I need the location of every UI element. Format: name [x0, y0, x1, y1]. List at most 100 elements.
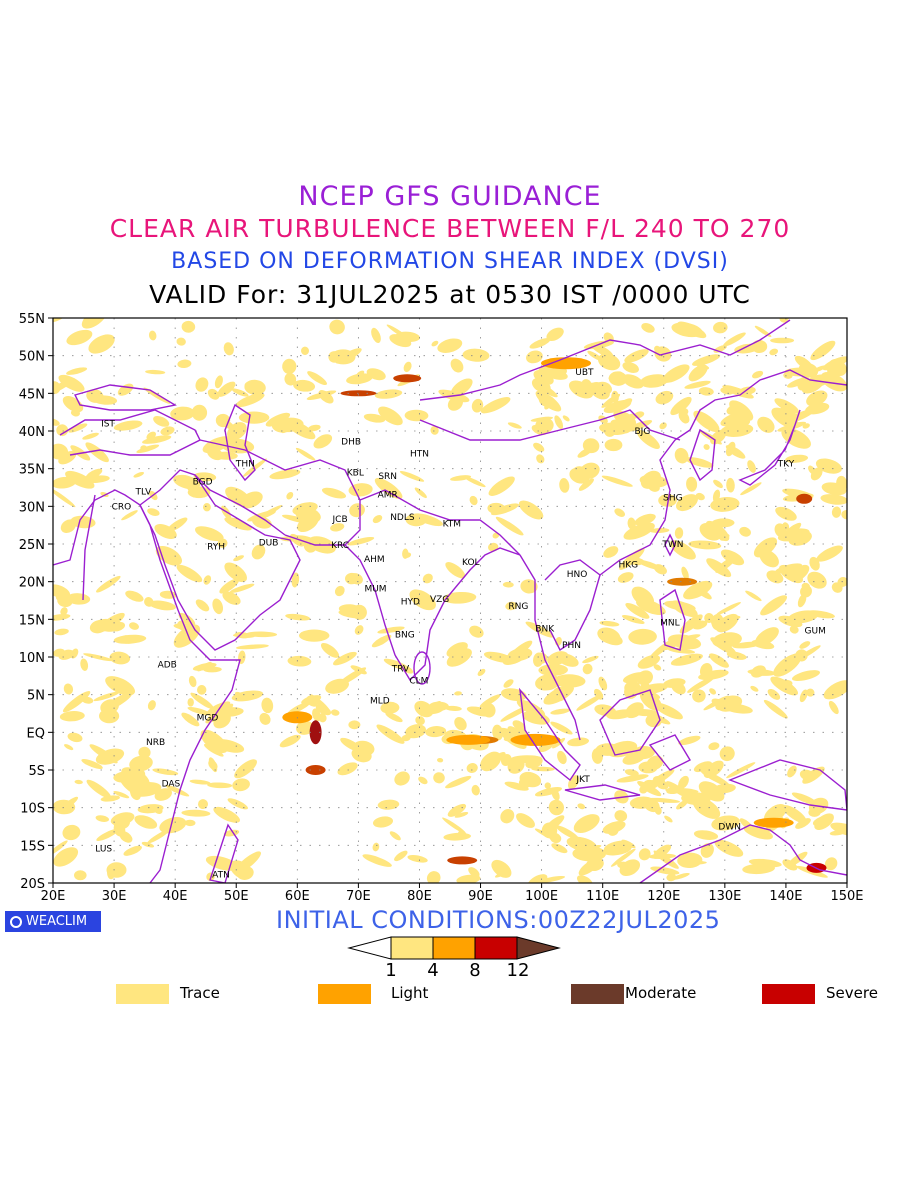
trace-patch [60, 607, 68, 616]
trace-patch [693, 410, 720, 433]
trace-patch [446, 648, 472, 667]
trace-patch [198, 799, 208, 810]
lat-tick-label: 20S [20, 877, 45, 892]
trace-patch [795, 818, 811, 829]
trace-patch [679, 614, 703, 634]
colorbar-label-8: 8 [469, 960, 481, 981]
trace-patch [806, 390, 828, 407]
trace-patch [83, 653, 114, 662]
station-label-dwn: DWN [718, 823, 741, 833]
trace-patch [92, 395, 118, 405]
trace-patch [82, 432, 99, 440]
trace-patch [550, 708, 571, 715]
trace-patch [812, 365, 827, 373]
trace-patch [674, 527, 684, 539]
station-label-ktm: KTM [443, 520, 461, 530]
trace-patch [655, 390, 674, 405]
trace-patch [299, 629, 330, 642]
trace-patch [59, 711, 85, 722]
legend-label-trace: Trace [180, 984, 220, 1002]
trace-patch [425, 703, 445, 715]
station-label-thn: THN [235, 459, 255, 469]
trace-patch [750, 685, 759, 692]
trace-patch [667, 647, 696, 654]
lon-tick-label: 120E [647, 889, 680, 904]
trace-patch [176, 564, 203, 583]
trace-patch [231, 388, 249, 397]
lon-tick-label: 60E [285, 889, 310, 904]
trace-patch [670, 653, 703, 666]
trace-patch [194, 526, 224, 542]
trace-patch [372, 515, 383, 524]
trace-patch [809, 556, 820, 571]
trace-patch [232, 778, 250, 792]
trace-patch [696, 588, 712, 600]
station-label-mnl: MNL [660, 618, 680, 628]
trace-patch [713, 783, 736, 794]
trace-patch [284, 372, 297, 386]
trace-patch [507, 647, 533, 662]
station-label-srn: SRN [378, 472, 397, 482]
trace-patch [669, 540, 696, 560]
trace-patch [293, 379, 316, 392]
trace-patch [191, 404, 208, 421]
trace-patch [330, 709, 340, 716]
trace-patch [547, 651, 569, 666]
lon-tick-label: 70E [346, 889, 371, 904]
trace-patch [418, 776, 428, 785]
trace-patch [725, 441, 736, 457]
trace-patch [779, 564, 803, 584]
station-label-rng: RNG [508, 602, 528, 612]
station-label-das: DAS [162, 780, 181, 790]
trace-patch [677, 852, 703, 869]
trace-patch [113, 420, 143, 431]
trace-patch [203, 743, 224, 757]
trace-patch [188, 675, 197, 688]
lon-tick-label: 50E [224, 889, 249, 904]
trace-patch [313, 434, 333, 449]
trace-patch [623, 522, 655, 540]
trace-patch [557, 750, 567, 765]
trace-patch [773, 653, 802, 677]
trace-patch [405, 724, 427, 739]
trace-patch [202, 503, 211, 512]
colorbar [347, 936, 561, 960]
station-label-jkt: JKT [575, 775, 590, 785]
trace-patch [394, 771, 410, 786]
trace-patch [113, 791, 130, 799]
trace-patch [799, 689, 808, 703]
trace-patch [591, 748, 604, 764]
trace-patch [442, 817, 467, 834]
station-label-bjg: BJG [634, 427, 650, 437]
trace-patch [374, 478, 403, 499]
trace-patch [816, 545, 843, 562]
trace-patch [548, 799, 565, 816]
trace-patch [712, 489, 721, 503]
station-label-hkg: HKG [618, 560, 638, 570]
trace-patch [706, 558, 732, 578]
trace-patch [454, 691, 462, 696]
trace-patch [380, 701, 400, 714]
trace-patch [307, 371, 328, 386]
trace-patch [53, 418, 60, 426]
trace-patch [704, 613, 714, 623]
trace-patch [713, 321, 728, 334]
trace-patch [538, 392, 550, 407]
trace-patch [641, 323, 655, 333]
trace-patch [141, 841, 155, 848]
trace-patch [469, 495, 478, 506]
trace-patch [595, 381, 613, 395]
trace-patch [569, 467, 590, 484]
trace-patch [734, 404, 747, 416]
trace-patch [213, 806, 241, 823]
trace-patch [426, 871, 441, 883]
lon-tick-label: 40E [163, 889, 188, 904]
trace-patch [347, 536, 375, 546]
trace-patch [233, 555, 245, 562]
trace-patch [187, 706, 212, 716]
trace-patch [348, 483, 373, 497]
station-label-bgd: BGD [193, 478, 213, 488]
trace-patch [566, 836, 597, 852]
station-label-amr: AMR [378, 490, 398, 500]
trace-patch [217, 381, 236, 397]
